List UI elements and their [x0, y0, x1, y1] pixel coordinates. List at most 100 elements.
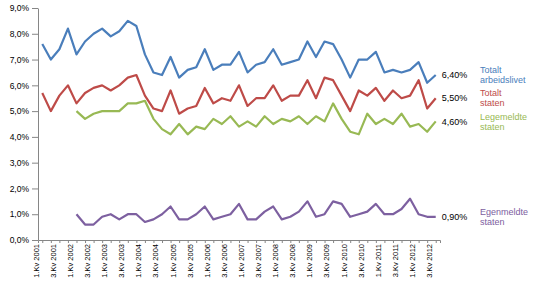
x-axis: 1.Kv 2001 3.Kv 2001 1.Kv 2002 3.Kv 2002 1.Kv… [32, 240, 441, 278]
x-tick-mark [273, 240, 274, 243]
x-tick: 1.Kv 2001 [32, 240, 43, 278]
x-tick [273, 240, 274, 243]
x-tick-mark [290, 240, 291, 243]
x-tick-label: 3.Kv 2002 [83, 244, 92, 278]
x-tick: 1.Kv 2009 [305, 240, 316, 278]
x-tick-mark [307, 240, 308, 243]
y-tick: 3,0% [10, 158, 38, 168]
x-tick [307, 240, 308, 243]
legend-entry-part: Legemeldte [480, 112, 527, 122]
y-tick: 7,0% [10, 55, 38, 65]
x-tick-mark [282, 240, 283, 243]
series-line [76, 199, 435, 225]
x-tick-mark [325, 240, 326, 243]
data-label: 6,40% [442, 70, 468, 80]
x-tick [188, 240, 189, 243]
x-tick-mark [367, 240, 368, 243]
plot: 0,0%1,0%2,0%3,0%4,0%5,0%6,0%7,0%8,0%9,0%… [10, 3, 528, 278]
x-tick-label: 3.Kv 2007 [254, 244, 263, 278]
legend-entry: Totaltarbeidslivet [480, 65, 526, 85]
x-tick-label: 1.Kv 2010 [340, 244, 349, 278]
x-tick-mark [102, 240, 103, 243]
x-tick-mark [333, 240, 334, 243]
x-tick-label: 1.Kv 2006 [203, 244, 212, 278]
x-tick-mark [350, 240, 351, 243]
y-tick: 1,0% [10, 209, 38, 219]
x-tick [376, 240, 377, 243]
x-tick: 3.Kv 2006 [220, 240, 231, 278]
x-tick-label: 3.Kv 2010 [357, 244, 366, 278]
x-tick-mark [119, 240, 120, 243]
y-tick-mark [32, 85, 38, 86]
x-tick: 3.Kv 2004 [151, 240, 162, 278]
x-tick [359, 240, 360, 243]
x-tick-label: 1.Kv 2012 [408, 244, 417, 278]
x-tick-mark [68, 240, 69, 243]
x-tick: 1.Kv 2012 [408, 240, 419, 278]
x-tick-mark [145, 240, 146, 243]
x-tick-label: 3.Kv 2005 [186, 244, 195, 278]
x-tick-mark [188, 240, 189, 243]
x-tick-mark [427, 240, 428, 243]
y-tick-label: 6,0% [10, 81, 30, 91]
x-tick [290, 240, 291, 243]
y-tick-label: 4,0% [10, 132, 30, 142]
x-tick-mark [94, 240, 95, 243]
y-tick-mark [32, 34, 38, 35]
x-tick-mark [299, 240, 300, 243]
y-tick: 0,0% [10, 235, 38, 245]
series-line [76, 101, 435, 135]
x-tick [119, 240, 120, 243]
x-tick-mark [230, 240, 231, 243]
x-tick-label: 3.Kv 2003 [117, 244, 126, 278]
y-tick: 8,0% [10, 29, 38, 39]
x-tick [153, 240, 154, 243]
legend-entry-part: Egenmeldte [480, 207, 528, 217]
x-tick-label: 1.Kv 2002 [66, 244, 75, 278]
x-tick [171, 240, 172, 243]
y-tick: 2,0% [10, 184, 38, 194]
x-tick [136, 240, 137, 243]
legend-entry-part: staten [480, 217, 505, 227]
y-tick-mark [32, 137, 38, 138]
x-tick-label: 3.Kv 2001 [49, 244, 58, 278]
y-tick-mark [32, 60, 38, 61]
data-label: 5,50% [442, 93, 468, 103]
x-tick: 3.Kv 2002 [83, 240, 94, 278]
x-tick-mark [205, 240, 206, 243]
y-tick-mark [32, 163, 38, 164]
x-tick-label: 1.Kv 2009 [305, 244, 314, 278]
y-tick: 6,0% [10, 81, 38, 91]
x-tick-mark [51, 240, 52, 243]
y-axis-line [38, 9, 39, 241]
x-tick: 3.Kv 2001 [49, 240, 60, 278]
x-tick-label: 1.Kv 2005 [169, 244, 178, 278]
x-tick [410, 240, 411, 243]
x-tick-mark [359, 240, 360, 243]
x-tick: 3.Kv 2011 [391, 240, 402, 277]
x-tick-mark [256, 240, 257, 243]
x-tick: 3.Kv 2010 [357, 240, 368, 278]
x-tick-mark [153, 240, 154, 243]
x-tick [256, 240, 257, 243]
y-tick-mark [32, 111, 38, 112]
y-tick-label: 8,0% [10, 29, 30, 39]
x-tick-label: 1.Kv 2001 [32, 244, 41, 278]
x-tick: 1.Kv 2010 [340, 240, 351, 278]
x-tick-mark [213, 240, 214, 243]
x-tick-mark [42, 240, 43, 243]
legend-entry-part: Totalt [480, 88, 502, 98]
legend-entry-part: Totalt [480, 65, 502, 75]
x-tick: 1.Kv 2006 [203, 240, 214, 278]
x-tick [68, 240, 69, 243]
x-tick: 1.Kv 2004 [134, 240, 145, 278]
x-tick-mark [76, 240, 77, 243]
legend-entry-part: staten [480, 122, 505, 132]
x-tick-mark [239, 240, 240, 243]
x-tick-mark [162, 240, 163, 243]
x-tick-mark [85, 240, 86, 243]
y-tick-label: 0,0% [10, 235, 30, 245]
x-tick-mark [376, 240, 377, 243]
x-tick: 1.Kv 2002 [66, 240, 77, 278]
x-tick-mark [419, 240, 420, 243]
